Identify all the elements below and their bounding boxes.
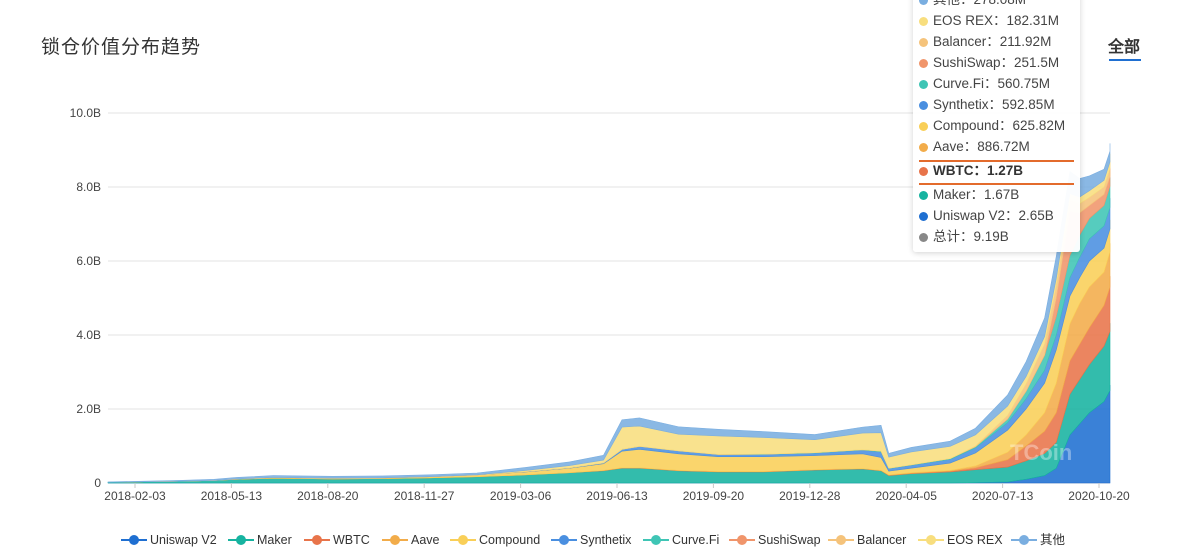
y-axis-ticks: 0 2.0B 4.0B 6.0B 8.0B 10.0B xyxy=(70,106,102,490)
series-dot-icon xyxy=(919,143,928,152)
series-dot-icon xyxy=(919,233,928,242)
legend-label: Curve.Fi xyxy=(672,533,720,547)
legend-marker-icon xyxy=(643,530,669,550)
legend-marker-icon xyxy=(729,530,755,550)
legend-marker-icon xyxy=(1011,530,1037,550)
legend-label: WBTC xyxy=(333,533,370,547)
series-dot-icon xyxy=(919,122,928,131)
legend-label: Compound xyxy=(479,533,541,547)
tooltip-highlight-line xyxy=(919,183,1074,185)
tooltip-row-label: Balancer：211.92M xyxy=(933,34,1052,49)
y-tick-label: 4.0B xyxy=(76,328,101,342)
watermark: TCoin xyxy=(1010,440,1072,465)
tooltip-row-label: Compound：625.82M xyxy=(933,118,1066,133)
tooltip-row: SushiSwap：251.5M xyxy=(919,53,1059,73)
legend-label: Synthetix xyxy=(580,533,632,547)
tooltip-row: Compound：625.82M xyxy=(919,116,1065,136)
legend-item[interactable]: Synthetix xyxy=(551,530,631,550)
legend-marker-icon xyxy=(228,530,254,550)
tooltip-row: 其他：278.08M xyxy=(919,0,1026,10)
legend-label: SushiSwap xyxy=(758,533,821,547)
legend-marker-icon xyxy=(551,530,577,550)
legend-label: Aave xyxy=(411,533,440,547)
legend-item[interactable]: 其他 xyxy=(1011,530,1065,550)
tab-active-indicator xyxy=(1109,59,1141,61)
area-series-其他 xyxy=(107,143,1111,483)
tooltip-row: Uniswap V2：2.65B xyxy=(919,206,1054,226)
x-tick-label: 2019-06-13 xyxy=(586,489,648,503)
legend-label: Maker xyxy=(257,533,292,547)
x-tick-label: 2018-02-03 xyxy=(104,489,166,503)
tooltip-row-label: SushiSwap：251.5M xyxy=(933,55,1060,70)
tooltip-row-label: 总计：9.19B xyxy=(933,229,1009,244)
tooltip-highlight-line xyxy=(919,160,1074,162)
legend-label: 其他 xyxy=(1040,533,1066,547)
tooltip-row-label: Synthetix：592.85M xyxy=(933,97,1055,112)
legend-marker-icon xyxy=(918,530,944,550)
chart-legend: Uniswap V2 Maker WBTC Aave Compound Synthetix… xyxy=(0,530,1197,550)
series-dot-icon xyxy=(919,59,928,68)
tooltip-row-label: WBTC：1.27B xyxy=(933,163,1024,178)
y-tick-label: 6.0B xyxy=(76,254,101,268)
page-title: 锁仓价值分布趋势 xyxy=(41,37,202,58)
series-dot-icon xyxy=(919,38,928,47)
tooltip-row: Synthetix：592.85M xyxy=(919,95,1055,115)
legend-item[interactable]: WBTC xyxy=(304,530,370,550)
legend-marker-icon xyxy=(450,530,476,550)
legend-item[interactable]: Balancer xyxy=(828,530,906,550)
legend-item[interactable]: Compound xyxy=(450,530,540,550)
chart-areas xyxy=(107,143,1111,484)
tab-all[interactable]: 全部 xyxy=(1108,39,1141,56)
legend-item[interactable]: Curve.Fi xyxy=(643,530,719,550)
tooltip-row: EOS REX：182.31M xyxy=(919,11,1059,31)
series-dot-icon xyxy=(919,0,928,5)
series-dot-icon xyxy=(919,101,928,110)
tooltip-row-label: EOS REX：182.31M xyxy=(933,13,1060,28)
legend-marker-icon xyxy=(121,530,147,550)
series-dot-icon xyxy=(919,80,928,89)
tooltip-row-label: Curve.Fi：560.75M xyxy=(933,76,1051,91)
tooltip-row: Curve.Fi：560.75M xyxy=(919,74,1050,94)
legend-item[interactable]: Maker xyxy=(228,530,292,550)
tooltip-row: Maker：1.67B xyxy=(919,185,1019,205)
y-tick-label: 10.0B xyxy=(70,106,101,120)
x-axis-ticks: 2018-02-03 2018-05-13 2018-08-20 2018-11-27… xyxy=(104,483,1130,503)
series-dot-icon xyxy=(919,167,928,176)
tooltip-row-label: Maker：1.67B xyxy=(933,187,1020,202)
y-tick-label: 0 xyxy=(94,476,101,490)
legend-marker-icon xyxy=(382,530,408,550)
legend-label: Balancer xyxy=(857,533,907,547)
legend-item[interactable]: EOS REX xyxy=(918,530,1003,550)
tooltip-row-label: Uniswap V2：2.65B xyxy=(933,208,1054,223)
legend-marker-icon xyxy=(828,530,854,550)
y-tick-label: 2.0B xyxy=(76,402,101,416)
tooltip-row: Aave：886.72M xyxy=(919,137,1030,157)
series-dot-icon xyxy=(919,212,928,221)
x-tick-label: 2018-05-13 xyxy=(201,489,263,503)
legend-label: EOS REX xyxy=(947,533,1003,547)
tooltip-row-label: Aave：886.72M xyxy=(933,139,1030,154)
legend-marker-icon xyxy=(304,530,330,550)
series-dot-icon xyxy=(919,17,928,26)
x-tick-label: 2020-10-20 xyxy=(1068,489,1130,503)
legend-item[interactable]: Uniswap V2 xyxy=(121,530,217,550)
x-tick-label: 2018-08-20 xyxy=(297,489,359,503)
tooltip-row: WBTC：1.27B xyxy=(919,161,1023,181)
chart-tooltip: 其他：278.08M EOS REX：182.31M Balancer：211.92… xyxy=(913,0,1080,252)
x-tick-label: 2020-04-05 xyxy=(876,489,938,503)
legend-item[interactable]: SushiSwap xyxy=(729,530,821,550)
series-dot-icon xyxy=(919,191,928,200)
tooltip-row: 总计：9.19B xyxy=(919,227,1009,247)
x-tick-label: 2020-07-13 xyxy=(972,489,1034,503)
x-tick-label: 2019-12-28 xyxy=(779,489,841,503)
x-tick-label: 2019-09-20 xyxy=(683,489,745,503)
legend-label: Uniswap V2 xyxy=(150,533,217,547)
tooltip-row-label: 其他：278.08M xyxy=(933,0,1026,7)
y-tick-label: 8.0B xyxy=(76,180,101,194)
x-tick-label: 2019-03-06 xyxy=(490,489,552,503)
x-tick-label: 2018-11-27 xyxy=(394,489,455,503)
legend-item[interactable]: Aave xyxy=(382,530,440,550)
tooltip-row: Balancer：211.92M xyxy=(919,32,1051,52)
